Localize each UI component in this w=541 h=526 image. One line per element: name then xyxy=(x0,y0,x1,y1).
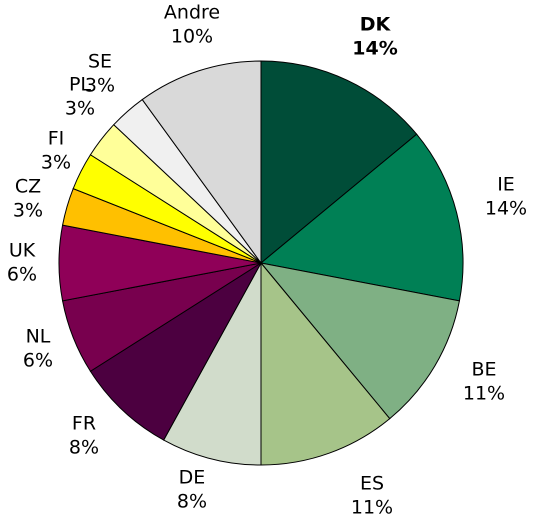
pie-slices xyxy=(58,60,464,466)
pie-slice-ie xyxy=(259,133,464,302)
pie-slice-andre xyxy=(141,60,262,265)
pie-slice-dk xyxy=(260,60,418,265)
slice-label-uk: UK xyxy=(9,240,36,262)
slice-label-se: SE xyxy=(88,51,112,73)
slice-value-nl: 6% xyxy=(23,350,53,372)
pie-slice-be xyxy=(259,262,461,420)
slice-value-ie: 14% xyxy=(485,198,527,220)
slice-label-pl: PL xyxy=(69,74,91,96)
slice-value-fi: 3% xyxy=(41,152,71,174)
pie-slice-de xyxy=(163,262,262,466)
slice-value-es: 11% xyxy=(351,497,393,519)
slice-value-se: 3% xyxy=(85,75,115,97)
slice-value-de: 8% xyxy=(177,491,207,513)
slice-label-es: ES xyxy=(360,473,384,495)
slice-label-nl: NL xyxy=(26,326,51,348)
slice-label-cz: CZ xyxy=(15,176,41,198)
slice-value-andre: 10% xyxy=(171,26,213,48)
slice-label-ie: IE xyxy=(497,174,515,196)
slice-value-uk: 6% xyxy=(7,264,37,286)
slice-label-fi: FI xyxy=(48,128,65,150)
slice-value-be: 11% xyxy=(463,383,505,405)
slice-label-de: DE xyxy=(179,467,206,489)
slice-label-andre: Andre xyxy=(164,2,220,24)
pie-slice-es xyxy=(260,261,391,466)
slice-label-be: BE xyxy=(471,359,496,381)
slice-label-dk: DK xyxy=(360,14,392,36)
slice-value-cz: 3% xyxy=(13,200,43,222)
pie-slice-fr xyxy=(89,262,262,441)
slice-value-pl: 3% xyxy=(65,98,95,120)
slice-value-dk: 14% xyxy=(352,38,397,60)
pie-labels: DK14%IE14%BE11%ES11%DE8%FR8%NL6%UK6%CZ3%… xyxy=(7,2,527,519)
slice-value-fr: 8% xyxy=(69,437,99,459)
slice-label-fr: FR xyxy=(72,413,96,435)
